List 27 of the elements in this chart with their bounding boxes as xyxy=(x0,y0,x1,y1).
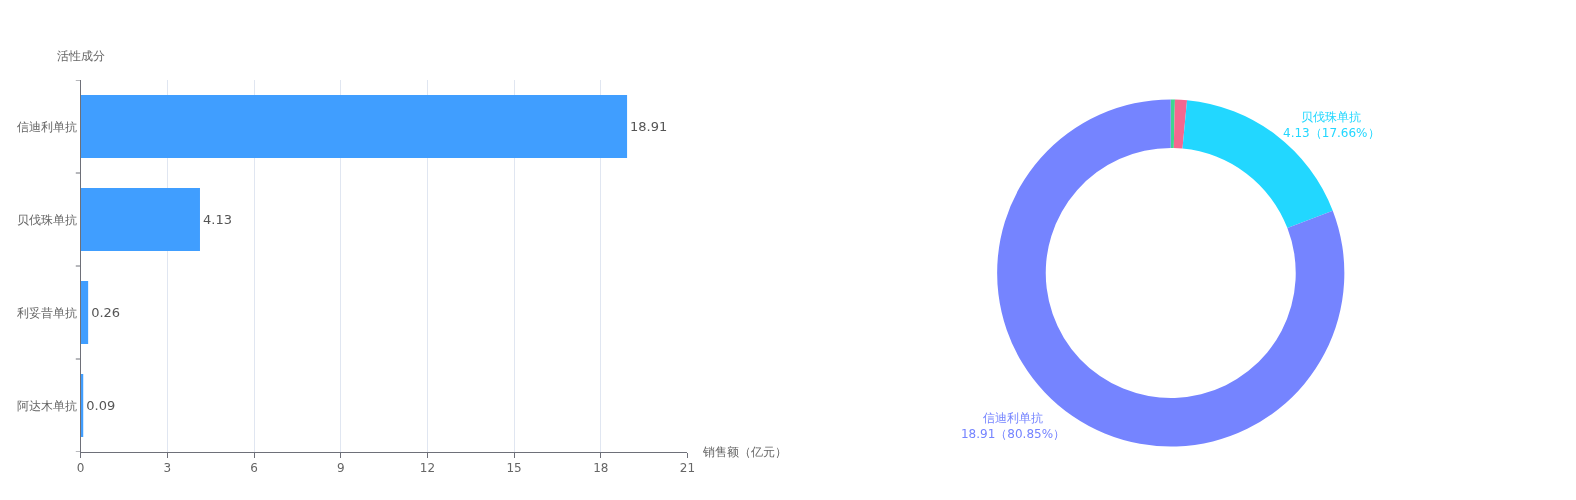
bar xyxy=(80,280,89,345)
y-tick-label: 阿达木单抗 xyxy=(17,398,78,413)
y-tick-label: 利妥昔单抗 xyxy=(17,305,78,320)
bar xyxy=(80,187,200,252)
data-label: 4.13 xyxy=(202,212,232,227)
slice-label: 贝伐珠单抗 xyxy=(1301,110,1362,125)
donut-slice xyxy=(1173,99,1188,149)
x-tick-label: 0 xyxy=(76,461,85,476)
x-tick-label: 12 xyxy=(419,461,436,476)
x-tick-label: 21 xyxy=(679,461,696,476)
donut-slice xyxy=(1170,99,1175,149)
data-label: 4.13（17.66%） xyxy=(1283,126,1380,141)
data-label: 18.91（80.85%） xyxy=(960,426,1066,441)
y-tick-label: 贝伐珠单抗 xyxy=(17,212,78,227)
y-axis-title: 活性成分 xyxy=(57,49,105,63)
x-tick-label: 15 xyxy=(506,461,522,476)
y-tick-label: 信迪利单抗 xyxy=(17,119,78,134)
x-axis-title: 销售额（亿元） xyxy=(702,445,787,459)
x-tick-label: 9 xyxy=(336,461,345,476)
data-label: 0.26 xyxy=(91,305,121,320)
x-tick-label: 6 xyxy=(250,461,258,476)
data-label: 0.09 xyxy=(86,398,116,413)
x-tick-label: 18 xyxy=(593,461,609,476)
x-tick-label: 3 xyxy=(163,461,172,476)
data-label: 18.91 xyxy=(630,119,668,134)
slice-label: 信迪利单抗 xyxy=(983,411,1044,426)
bar xyxy=(80,94,628,159)
